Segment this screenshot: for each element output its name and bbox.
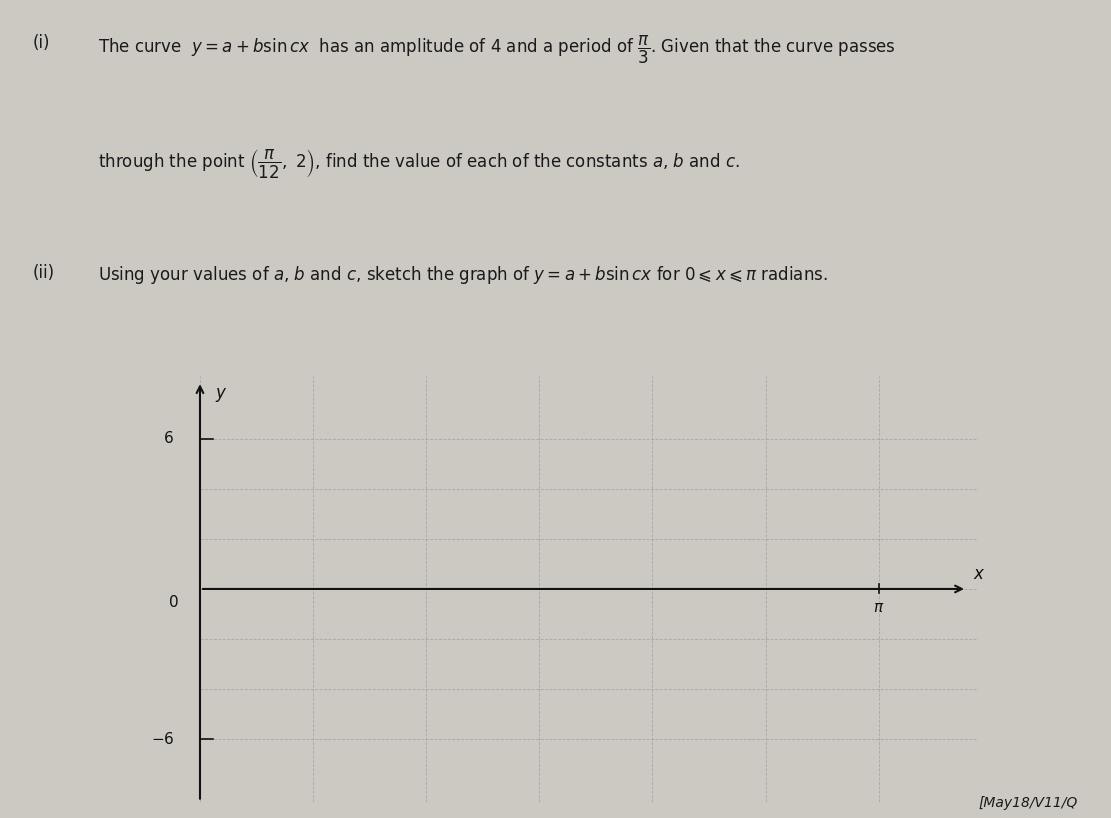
Text: $x$: $x$ <box>973 564 985 582</box>
Text: 0: 0 <box>169 596 179 610</box>
Text: The curve  $y = a + b\sin cx$  has an amplitude of 4 and a period of $\dfrac{\pi: The curve $y = a + b\sin cx$ has an ampl… <box>99 34 897 65</box>
Text: (ii): (ii) <box>33 263 56 281</box>
Text: $\pi$: $\pi$ <box>873 600 884 615</box>
Text: (i): (i) <box>33 34 51 52</box>
Text: $y$: $y$ <box>216 386 228 404</box>
Text: Using your values of $a$, $b$ and $c$, sketch the graph of $y = a + b\sin cx$ fo: Using your values of $a$, $b$ and $c$, s… <box>99 263 828 285</box>
Text: $-6$: $-6$ <box>150 731 174 747</box>
Text: through the point $\left(\dfrac{\pi}{12},\ 2\right)$, find the value of each of : through the point $\left(\dfrac{\pi}{12}… <box>99 147 740 180</box>
Text: [May18/V11/Q: [May18/V11/Q <box>979 796 1078 810</box>
Text: 6: 6 <box>164 431 174 447</box>
